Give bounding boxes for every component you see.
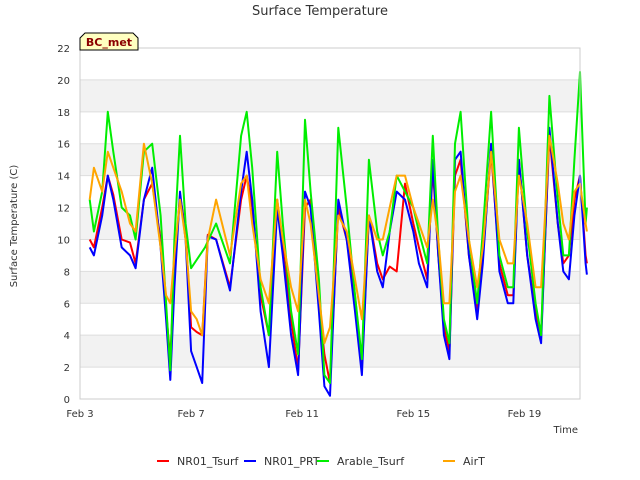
series-line-airt bbox=[88, 134, 588, 345]
badge-shape bbox=[79, 32, 139, 51]
legend-item: AirT bbox=[443, 455, 485, 468]
y-tick-label: 0 bbox=[64, 395, 70, 406]
site-badge: BC_met bbox=[79, 32, 139, 51]
y-axis-label: Surface Temperature (C) bbox=[9, 165, 20, 288]
y-tick-label: 14 bbox=[57, 172, 70, 183]
legend-label: NR01_PRT bbox=[264, 455, 320, 468]
legend-item: NR01_PRT bbox=[244, 455, 320, 468]
x-tick-label: Feb 19 bbox=[508, 409, 542, 420]
x-tick-label: Feb 11 bbox=[285, 409, 319, 420]
plot-frame bbox=[79, 47, 581, 400]
series-layer bbox=[88, 70, 588, 397]
x-tick-label: Feb 3 bbox=[66, 409, 93, 420]
legend-label: AirT bbox=[463, 455, 485, 468]
legend-label: Arable_Tsurf bbox=[337, 455, 405, 468]
badge-label: BC_met bbox=[86, 36, 132, 49]
y-tick-label: 10 bbox=[57, 235, 70, 246]
y-tick-label: 2 bbox=[64, 363, 70, 374]
background-band bbox=[80, 143, 580, 176]
y-tick-label: 20 bbox=[57, 76, 70, 87]
y-tick-label: 6 bbox=[64, 299, 70, 310]
x-tick-label: Feb 7 bbox=[177, 409, 204, 420]
chart-title: Surface Temperature bbox=[252, 4, 388, 19]
legend-item: NR01_Tsurf bbox=[157, 455, 239, 468]
y-tick-label: 22 bbox=[57, 44, 70, 55]
y-tick-label: 12 bbox=[57, 204, 70, 215]
x-axis-label: Time bbox=[553, 425, 578, 436]
background-band bbox=[80, 79, 580, 112]
legend-item: Arable_Tsurf bbox=[317, 455, 405, 468]
legend: NR01_Tsurf NR01_PRT Arable_Tsurf AirT bbox=[157, 455, 485, 468]
plot-background bbox=[80, 48, 580, 399]
axes bbox=[79, 47, 581, 400]
legend-label: NR01_Tsurf bbox=[177, 455, 239, 468]
y-tick-label: 16 bbox=[57, 140, 70, 151]
y-tick-label: 4 bbox=[64, 331, 70, 342]
x-tick-label: Feb 15 bbox=[397, 409, 431, 420]
y-tick-label: 18 bbox=[57, 108, 70, 119]
y-tick-label: 8 bbox=[64, 267, 70, 278]
tick-labels: 0 2 4 6 8 10 12 14 16 18 20 22 Feb 3 Feb 7 Feb 11 Feb 1… bbox=[57, 44, 541, 420]
